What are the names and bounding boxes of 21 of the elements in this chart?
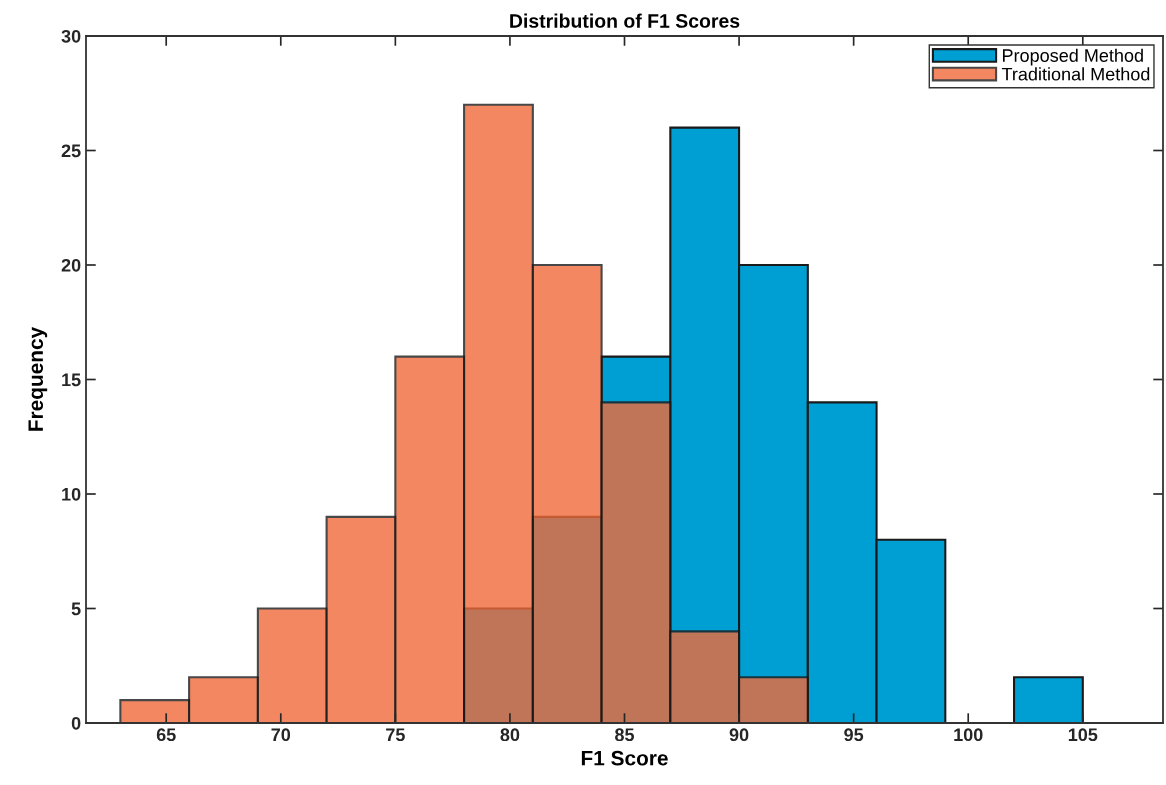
y-tick-label: 15 (62, 373, 81, 387)
y-axis-title: Frequency (28, 326, 48, 431)
y-tick-label: 20 (61, 258, 81, 272)
chart-title: Distribution of F1 Scores (510, 13, 740, 28)
legend-label: Traditional Method (1001, 67, 1150, 81)
x-tick-label: 90 (729, 728, 749, 742)
legend-label: Proposed Method (1002, 48, 1143, 66)
x-tick-label: 80 (500, 728, 520, 742)
y-tick-label: 0 (71, 716, 81, 730)
x-tick-label: 70 (271, 728, 291, 742)
x-tick-label: 100 (954, 728, 983, 742)
x-tick-label: 65 (156, 728, 176, 742)
x-tick-label: 75 (386, 728, 405, 742)
y-tick-label: 5 (71, 602, 81, 616)
y-tick-label: 10 (62, 487, 81, 501)
x-tick-label: 85 (615, 728, 635, 742)
x-tick-label: 105 (1068, 728, 1098, 742)
x-tick-label: 95 (844, 728, 864, 742)
y-tick-label: 30 (61, 29, 81, 43)
y-tick-label: 25 (61, 144, 81, 158)
x-axis-title: F1 Score (581, 750, 668, 766)
